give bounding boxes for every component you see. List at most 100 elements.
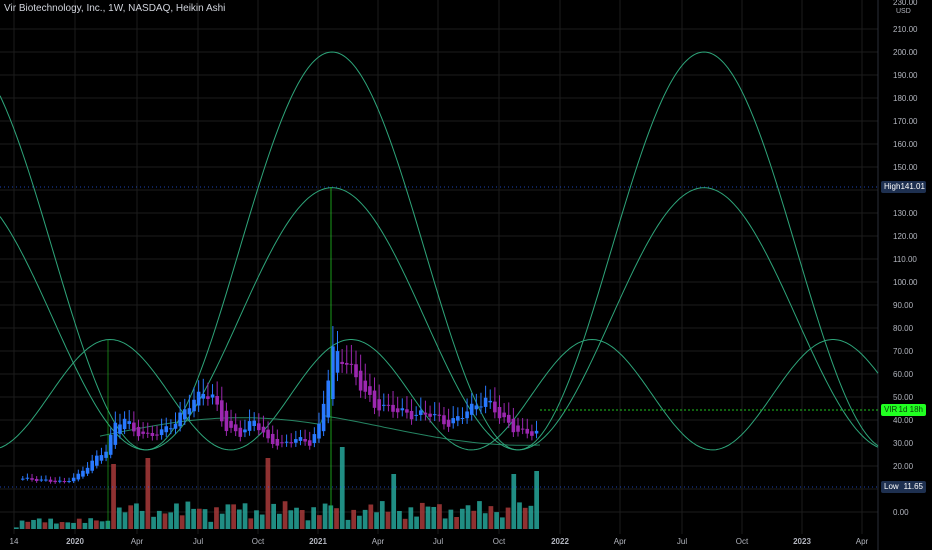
candle-body (506, 414, 511, 423)
volume-bar (517, 502, 522, 529)
volume-bar (59, 522, 65, 529)
candle-body (182, 409, 187, 420)
volume-bar (48, 518, 54, 529)
candle-body (488, 400, 493, 403)
volume-bar (191, 508, 196, 529)
candle-body (423, 412, 428, 415)
candle-body (127, 421, 132, 424)
candle-body (409, 410, 414, 420)
candle-body (25, 477, 30, 479)
volume-bar (151, 516, 156, 529)
time-tick-label: Apr (856, 537, 869, 546)
volume-bar (271, 503, 276, 529)
cycle-curve-1 (0, 187, 879, 451)
candle-body (257, 423, 261, 431)
candle-body (354, 364, 358, 378)
candle-body (340, 361, 344, 365)
volume-bar (19, 520, 25, 529)
candle-body (238, 427, 243, 437)
volume-bar (145, 458, 151, 529)
candle-body (395, 408, 400, 413)
candle-body (344, 362, 349, 365)
volume-bar (122, 512, 128, 529)
volume-bar (288, 510, 294, 529)
candle-body (187, 408, 192, 415)
price-tick-label: 90.00 (893, 301, 914, 310)
volume-bar (65, 522, 71, 529)
candle-body (312, 434, 317, 443)
price-tick-label: 150.00 (893, 163, 918, 172)
currency-label: USD (896, 8, 911, 15)
high-marker-label: High (884, 182, 901, 191)
candle-body (136, 426, 141, 437)
time-tick-label: Apr (131, 537, 144, 546)
volume-bar (162, 513, 168, 529)
time-tick-label: 2023 (793, 537, 811, 546)
time-tick-label: Apr (614, 537, 627, 546)
price-tick-label: 100.00 (893, 278, 918, 287)
volume-bar (505, 507, 511, 529)
volume-bar (248, 518, 254, 529)
low-marker-label: Low (884, 482, 899, 491)
volume-bar (511, 474, 517, 529)
time-axis[interactable]: 14 2020 Apr Jul Oct 2021 Apr Jul Oct 2022 Apr Jul Oc… (10, 537, 869, 546)
candle-body (368, 386, 372, 395)
candle-body (520, 428, 525, 430)
price-tick-label: 160.00 (893, 140, 918, 149)
volume-bar (282, 501, 288, 529)
candle-body (525, 428, 530, 434)
candle-body (90, 460, 94, 471)
volume-bar (139, 510, 145, 529)
volume-bar (317, 515, 322, 529)
candle-body (122, 418, 127, 430)
candle-body (99, 455, 104, 461)
volume-bar (42, 522, 48, 529)
volume-bar (379, 501, 385, 529)
volume-bar (305, 520, 311, 529)
volume-bar (128, 505, 134, 529)
volume-bar (242, 503, 248, 529)
candle-body (192, 399, 196, 412)
candle-body (275, 438, 280, 446)
marker-lines (0, 186, 878, 528)
candle-body (266, 429, 270, 439)
candle-body (261, 426, 266, 433)
candle-body (289, 442, 294, 444)
candle-body (62, 481, 67, 483)
candle-body (456, 416, 460, 421)
candle-body (95, 455, 99, 466)
candle-body (215, 396, 219, 405)
volume-bar (208, 521, 214, 529)
candle-body (534, 430, 539, 434)
price-tick-label: 50.00 (893, 393, 914, 402)
candle-body (284, 441, 289, 443)
candle-body (81, 470, 85, 477)
last-price-countdown: 1d 18h (898, 405, 923, 414)
candle-body (474, 405, 479, 410)
candle-body (219, 400, 224, 422)
candle-body (483, 397, 488, 407)
volume-bar (437, 504, 442, 529)
candle-body (280, 442, 284, 444)
candle-body (321, 403, 326, 432)
candle-body (178, 412, 182, 427)
price-tick-label: 80.00 (893, 324, 914, 333)
price-axis[interactable]: 230.00 210.00 200.00 190.00 180.00 170.00 160.… (893, 0, 918, 517)
candlesticks (20, 326, 539, 484)
candle-body (331, 346, 335, 400)
candle-body (363, 380, 368, 392)
candle-body (118, 424, 122, 434)
candle-body (493, 401, 497, 413)
volume-bar (202, 509, 208, 529)
low-marker-value: 11.65 (903, 482, 923, 491)
price-tick-label: 210.00 (893, 25, 918, 34)
candle-body (150, 432, 155, 436)
candle-body (326, 380, 331, 418)
candle-body (247, 421, 252, 431)
volume-bar (259, 514, 265, 529)
candle-body (437, 414, 442, 416)
volume-bar (482, 513, 488, 529)
price-tick-label: 70.00 (893, 347, 914, 356)
candle-body (48, 479, 53, 482)
